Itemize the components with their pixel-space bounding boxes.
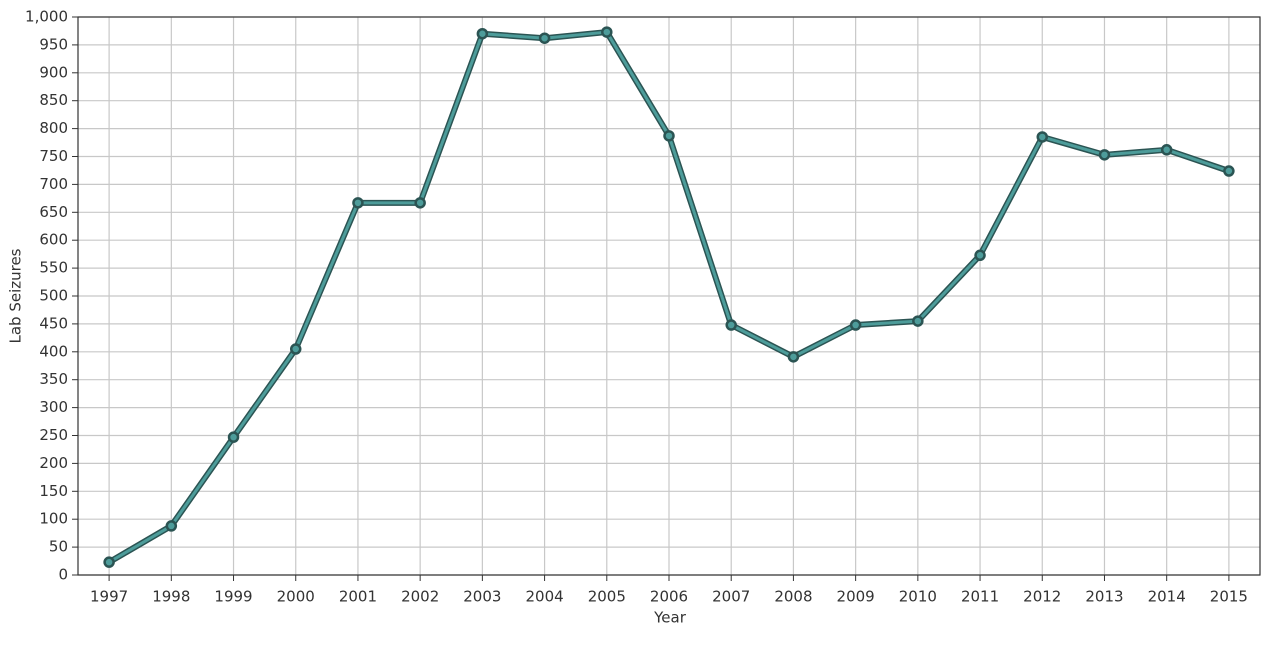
x-axis-label: Year — [653, 609, 687, 627]
y-tick-label: 900 — [39, 63, 68, 81]
y-tick-label: 50 — [49, 538, 68, 556]
x-tick-label: 2007 — [712, 588, 750, 606]
x-tick-label: 2015 — [1210, 588, 1248, 606]
y-axis-label: Lab Seizures — [7, 248, 25, 343]
y-tick-label: 400 — [39, 342, 68, 360]
point — [352, 197, 364, 209]
x-tick-label: 2013 — [1085, 588, 1123, 606]
y-tick-label: 650 — [39, 203, 68, 221]
y-tick-label: 850 — [39, 91, 68, 109]
x-tick-label: 2000 — [277, 588, 315, 606]
y-tick-label: 700 — [39, 175, 68, 193]
x-tick-label: 1998 — [152, 588, 190, 606]
y-tick-label: 0 — [58, 566, 68, 584]
x-tick-label: 2006 — [650, 588, 688, 606]
y-tick-label: 1,000 — [25, 8, 68, 26]
x-tick-label: 2005 — [588, 588, 626, 606]
point — [227, 431, 240, 443]
point — [912, 315, 924, 327]
x-tick-label: 2002 — [401, 588, 439, 606]
y-tick-label: 150 — [39, 482, 68, 500]
point — [1036, 131, 1049, 143]
y-tick-label: 550 — [39, 259, 68, 277]
point — [165, 520, 178, 532]
x-tick-label: 1997 — [90, 588, 128, 606]
y-tick-label: 100 — [39, 510, 68, 528]
y-tick-label: 950 — [39, 35, 68, 53]
x-tick-label: 2014 — [1148, 588, 1186, 606]
x-tick-label: 2012 — [1023, 588, 1061, 606]
point — [663, 130, 675, 142]
point — [787, 351, 800, 363]
point — [414, 197, 426, 209]
x-tick-label: 2008 — [774, 588, 812, 606]
point — [974, 249, 986, 262]
x-tick-label: 1999 — [214, 588, 252, 606]
point — [103, 556, 115, 568]
x-tick-label: 2003 — [463, 588, 501, 606]
y-tick-label: 450 — [39, 314, 68, 332]
x-tick-label: 2009 — [837, 588, 875, 606]
point — [1160, 144, 1173, 156]
y-tick-label: 350 — [39, 370, 68, 388]
point — [1223, 165, 1235, 177]
y-tick-label: 300 — [39, 398, 68, 416]
point — [601, 26, 613, 38]
y-tick-label: 800 — [39, 119, 68, 137]
point — [289, 343, 302, 355]
x-tick-label: 2010 — [899, 588, 937, 606]
plot-frame — [77, 16, 1261, 576]
point — [849, 319, 862, 331]
point — [725, 319, 737, 331]
y-tick-label: 500 — [39, 287, 68, 305]
point — [476, 27, 489, 40]
y-tick-label: 200 — [39, 454, 68, 472]
x-tick-label: 2011 — [961, 588, 999, 606]
x-tick-label: 2004 — [525, 588, 563, 606]
y-tick-label: 750 — [39, 147, 68, 165]
point — [538, 32, 551, 44]
x-tick-label: 2001 — [339, 588, 377, 606]
y-tick-label: 600 — [39, 231, 68, 249]
point — [1098, 149, 1111, 161]
y-tick-label: 250 — [39, 426, 68, 444]
